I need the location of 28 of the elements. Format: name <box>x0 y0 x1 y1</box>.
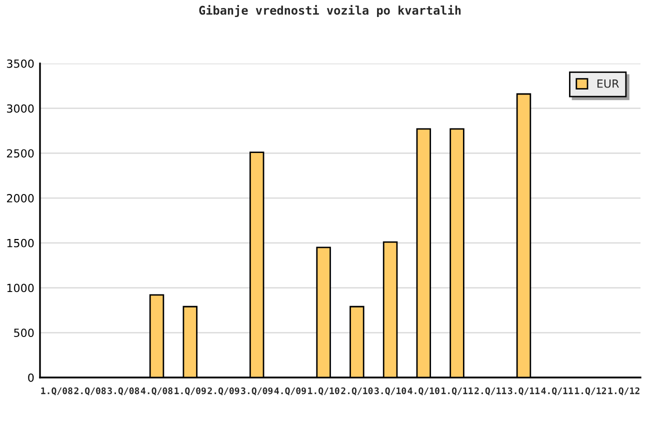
x-tick-label: 1.Q/10 <box>308 387 340 396</box>
legend-label: EUR <box>597 80 619 88</box>
x-tick-label: 3.Q/11 <box>508 387 540 396</box>
y-tick-label: 0 <box>28 373 34 382</box>
y-tick-label: 1000 <box>7 284 34 292</box>
x-tick-label: 2.Q/11 <box>474 387 506 396</box>
x-tick-label: 3.Q/09 <box>241 387 273 396</box>
x-tick-label: 1.Q/12 <box>608 387 640 396</box>
chart-title: Gibanje vrednosti vozila po kvartalih <box>199 4 461 18</box>
x-tick-label: 4.Q/08 <box>140 387 172 396</box>
y-tick-label: 1500 <box>7 238 34 248</box>
x-tick-label: 2.Q/09 <box>208 387 240 396</box>
x-tick-label: 4.Q/10 <box>408 387 440 396</box>
x-tick-label: 3.Q/08 <box>108 387 140 396</box>
x-tick-label: 1.Q/11 <box>442 387 473 396</box>
y-tick-label: 2500 <box>6 149 34 158</box>
y-tick-label: 3000 <box>7 104 34 113</box>
x-tick-label: 2.Q/08 <box>74 387 106 396</box>
x-tick-label: 1.Q/09 <box>174 387 206 396</box>
x-tick-label: 4.Q/09 <box>274 387 306 396</box>
x-tick-label: 3.Q/10 <box>374 387 406 396</box>
x-tick-label: 1.Q/08 <box>41 387 72 396</box>
y-tick-label: 3500 <box>7 59 34 68</box>
y-tick-label: 500 <box>14 328 34 338</box>
x-tick-label: 2.Q/10 <box>341 387 373 396</box>
x-tick-label: 4.Q/11 <box>541 387 573 396</box>
x-tick-label: 1.Q/12 <box>574 387 606 396</box>
y-tick-label: 2000 <box>6 194 34 202</box>
